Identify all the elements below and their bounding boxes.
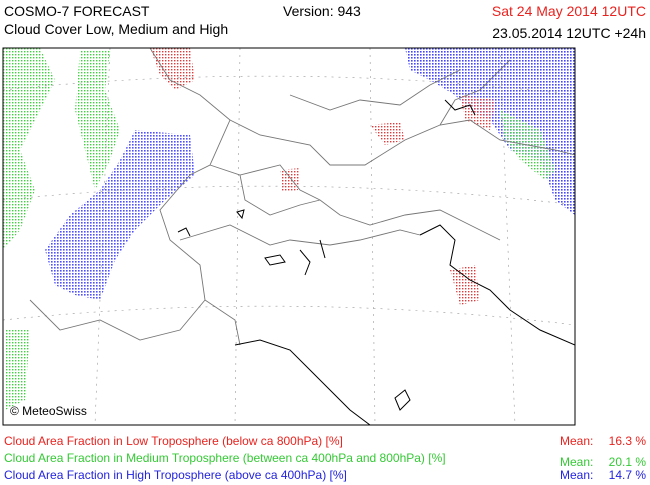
map-frame (2, 47, 576, 426)
map-content (3, 48, 575, 425)
mean-value: 14.7 % (608, 468, 646, 482)
high-cloud (405, 48, 575, 215)
mean-label: Mean: (560, 434, 594, 448)
title: COSMO-7 FORECAST (4, 3, 150, 19)
valid-time: Sat 24 May 2014 12UTC (491, 3, 646, 19)
medium-cloud (5, 330, 30, 410)
mean-label: Mean: (560, 455, 594, 469)
low-cloud (450, 265, 480, 305)
version: Version: 943 (283, 3, 361, 19)
low-cloud (370, 122, 405, 145)
credit: © MeteoSwiss (10, 404, 87, 418)
low-cloud (150, 48, 195, 90)
subtitle: Cloud Cover Low, Medium and High (4, 21, 229, 37)
mean-value: 16.3 % (608, 434, 646, 448)
mean-value: 20.1 % (608, 455, 646, 469)
legend-label: Cloud Area Fraction in High Troposphere … (4, 468, 347, 482)
medium-cloud (3, 48, 55, 250)
low-cloud (280, 168, 300, 192)
legend-label: Cloud Area Fraction in Medium Tropospher… (4, 451, 446, 465)
run-time: 23.05.2014 12UTC +24h (492, 25, 646, 41)
medium-cloud (75, 50, 120, 190)
mean-label: Mean: (560, 468, 594, 482)
low-cloud (460, 95, 495, 130)
legend-label: Cloud Area Fraction in Low Troposphere (… (4, 434, 343, 448)
high-cloud (45, 130, 195, 300)
map: © MeteoSwiss (2, 47, 576, 426)
